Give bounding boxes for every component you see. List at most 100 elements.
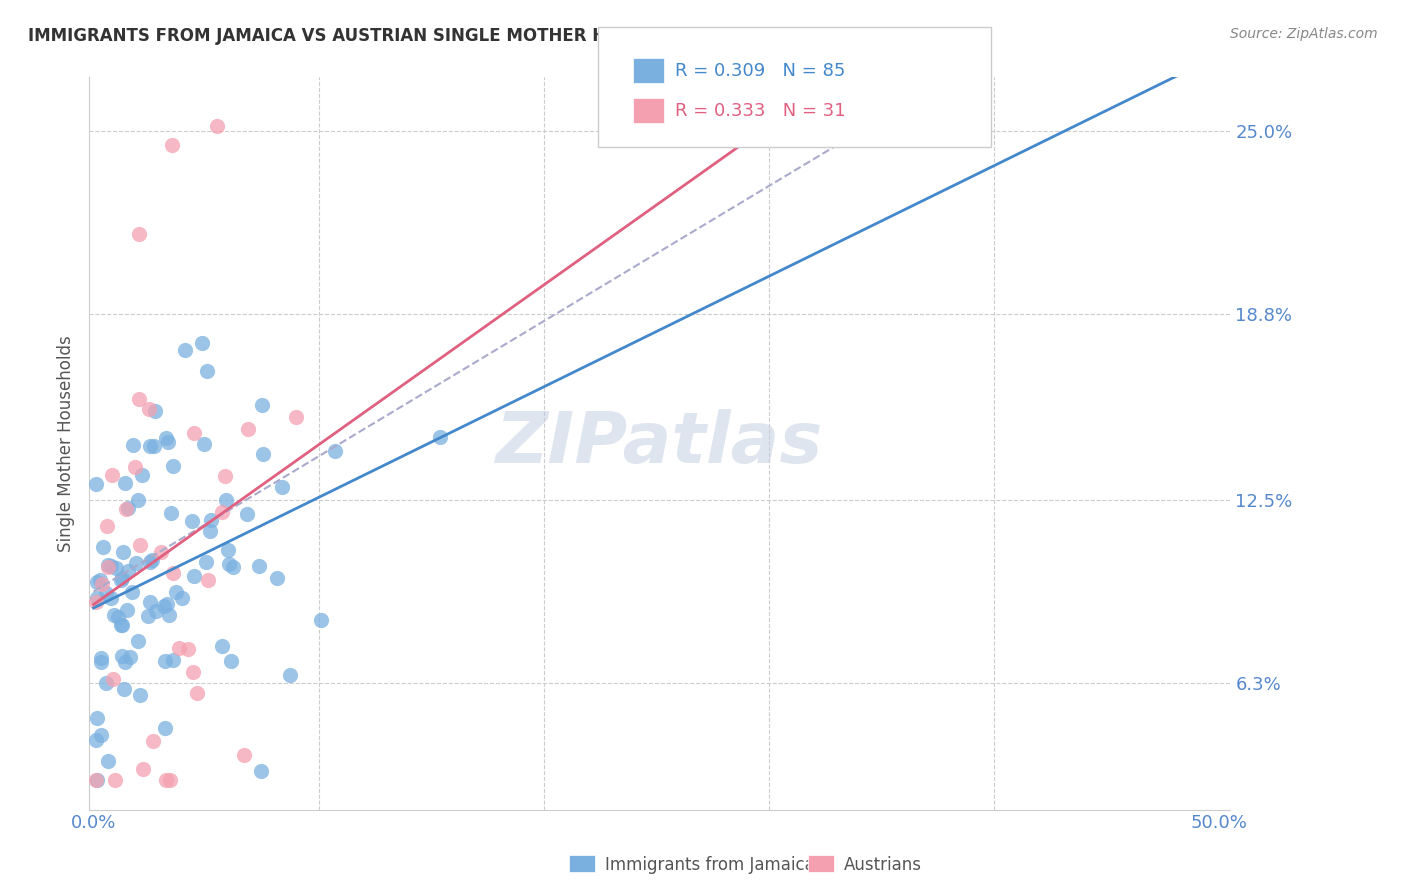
Point [197, 573, 219, 587]
Point [96, 676, 118, 690]
Point [323, 443, 346, 458]
Point [127, 493, 149, 508]
Point [162, 653, 184, 667]
Point [159, 772, 181, 787]
Point [107, 610, 129, 624]
Point [252, 447, 274, 461]
Text: Austrians: Austrians [844, 856, 921, 874]
Point [94, 585, 117, 599]
Point [217, 543, 239, 558]
Point [141, 553, 163, 567]
Point [89, 573, 111, 587]
Point [200, 513, 222, 527]
Point [198, 524, 221, 538]
Point [110, 618, 132, 632]
Text: IMMIGRANTS FROM JAMAICA VS AUSTRIAN SINGLE MOTHER HOUSEHOLDS CORRELATION CHART: IMMIGRANTS FROM JAMAICA VS AUSTRIAN SING… [28, 27, 927, 45]
Point [101, 468, 124, 483]
Point [91, 577, 114, 591]
Point [128, 688, 150, 702]
Point [429, 430, 451, 444]
Point [136, 608, 159, 623]
Point [221, 560, 243, 574]
Point [111, 571, 134, 585]
Point [121, 584, 143, 599]
Point [157, 434, 180, 449]
Point [252, 398, 274, 412]
Point [155, 721, 177, 735]
Point [117, 564, 139, 578]
Point [247, 558, 270, 573]
Point [156, 597, 179, 611]
Point [181, 665, 204, 680]
Point [124, 459, 146, 474]
Point [138, 401, 160, 416]
Point [205, 120, 228, 134]
Point [232, 748, 254, 763]
Point [103, 608, 125, 623]
Point [249, 764, 271, 778]
Point [84, 772, 107, 787]
Text: ZIPatlas: ZIPatlas [496, 409, 824, 478]
Point [104, 772, 127, 787]
Point [266, 571, 288, 585]
Text: Immigrants from Jamaica: Immigrants from Jamaica [605, 856, 814, 874]
Point [97, 754, 120, 768]
Point [153, 599, 176, 614]
Point [100, 591, 122, 605]
Point [176, 642, 198, 657]
Point [139, 439, 162, 453]
Point [121, 438, 143, 452]
Text: Source: ZipAtlas.com: Source: ZipAtlas.com [1230, 27, 1378, 41]
Point [170, 591, 193, 606]
Point [120, 650, 142, 665]
Point [129, 538, 152, 552]
Point [280, 668, 302, 682]
Point [131, 467, 153, 482]
Point [100, 559, 122, 574]
Point [132, 763, 155, 777]
Point [142, 734, 165, 748]
Point [91, 541, 114, 555]
Point [186, 686, 208, 700]
Point [236, 422, 259, 436]
Point [309, 613, 332, 627]
Point [86, 772, 108, 787]
Point [97, 558, 120, 573]
Point [162, 566, 184, 581]
Point [271, 480, 294, 494]
Point [111, 618, 134, 632]
Point [96, 519, 118, 533]
Point [191, 335, 214, 350]
Point [211, 505, 233, 519]
Point [117, 500, 139, 515]
Point [160, 506, 183, 520]
Point [235, 507, 257, 521]
Point [214, 492, 236, 507]
Point [110, 573, 132, 587]
Point [90, 728, 112, 742]
Point [157, 607, 180, 622]
Point [103, 673, 125, 687]
Text: R = 0.309   N = 85: R = 0.309 N = 85 [675, 62, 845, 80]
Point [84, 476, 107, 491]
Point [115, 603, 138, 617]
Point [114, 655, 136, 669]
Point [145, 604, 167, 618]
Point [183, 568, 205, 582]
Point [105, 561, 128, 575]
Point [128, 227, 150, 241]
Point [155, 432, 177, 446]
Point [155, 653, 177, 667]
Point [86, 711, 108, 725]
Point [112, 682, 135, 697]
Point [149, 545, 172, 559]
Point [162, 138, 184, 153]
Text: R = 0.333   N = 31: R = 0.333 N = 31 [675, 103, 845, 120]
Point [165, 585, 187, 599]
Point [211, 639, 233, 653]
Point [214, 469, 236, 483]
Point [218, 557, 240, 571]
Point [114, 475, 136, 490]
Point [195, 555, 218, 569]
Point [86, 591, 108, 606]
